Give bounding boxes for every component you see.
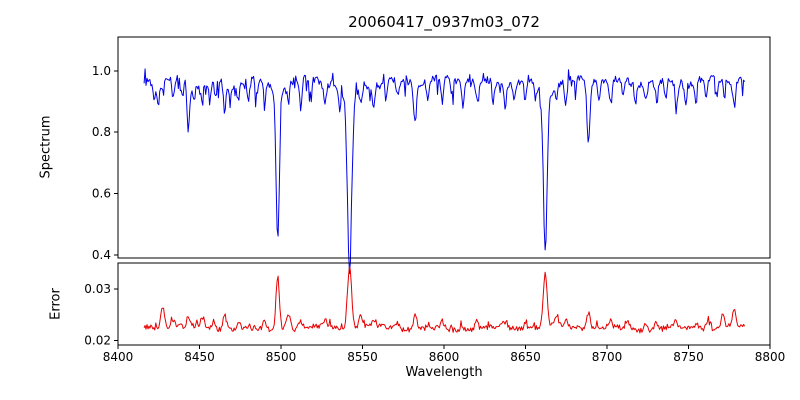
x-axis-label: Wavelength — [405, 365, 483, 380]
error-line — [143, 265, 746, 334]
spectrum-line — [143, 68, 746, 274]
spectrum-y-tick-label: 1.0 — [92, 64, 111, 78]
error-axes-frame — [117, 262, 771, 346]
x-tick-label: 8450 — [184, 350, 215, 364]
spectrum-y-tick-label: 0.8 — [92, 125, 111, 139]
x-tick-label: 8800 — [755, 350, 786, 364]
error-y-tick-label: 0.03 — [84, 282, 111, 296]
x-tick-label: 8700 — [592, 350, 623, 364]
x-tick-label: 8500 — [266, 350, 297, 364]
spectrum-y-tick-label: 0.6 — [92, 187, 111, 201]
chart-title: 20060417_0937m03_072 — [348, 13, 540, 31]
x-tick-label: 8600 — [429, 350, 460, 364]
spectrum-y-tick-label: 0.4 — [92, 248, 111, 262]
spectrum-axes-frame — [117, 36, 771, 259]
error-y-axis-label: Error — [48, 288, 64, 320]
x-tick-label: 8400 — [103, 350, 134, 364]
error-y-tick-label: 0.02 — [84, 333, 111, 347]
x-tick-label: 8650 — [510, 350, 541, 364]
x-tick-label: 8550 — [347, 350, 378, 364]
x-tick-label: 8750 — [673, 350, 704, 364]
spectrum-y-axis-label: Spectrum — [38, 115, 54, 179]
